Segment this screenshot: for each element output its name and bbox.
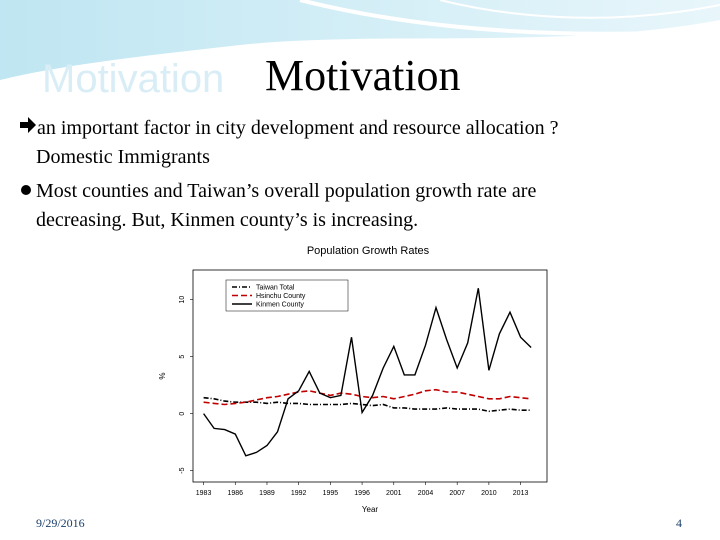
x-tick-label: 2001 — [386, 490, 402, 497]
slide-date: 9/29/2016 — [36, 516, 85, 530]
slide-title: Motivation — [265, 51, 461, 100]
bullet-line: decreasing. But, Kinmen county’s is incr… — [36, 209, 418, 231]
x-tick-label: 1983 — [196, 490, 212, 497]
x-tick-label: 1995 — [323, 490, 339, 497]
x-tick-label: 2010 — [481, 490, 497, 497]
y-tick-label: -5 — [179, 467, 186, 473]
legend-label: Hsinchu County — [256, 293, 306, 300]
x-axis-label: Year — [362, 505, 379, 514]
chart-title: Population Growth Rates — [307, 245, 430, 257]
x-tick-label: 1992 — [291, 490, 307, 497]
swoosh-line — [299, 0, 720, 36]
x-tick-label: 2007 — [449, 490, 465, 497]
slide-number: 4 — [676, 516, 682, 530]
x-tick-label: 1986 — [227, 490, 243, 497]
legend-label: Kinmen County — [256, 302, 304, 309]
bullet-line: Domestic Immigrants — [36, 146, 210, 168]
arrow-bullet — [20, 117, 36, 133]
series-line — [203, 388, 532, 406]
x-tick-label: 1996 — [354, 490, 370, 497]
y-tick-label: 10 — [179, 296, 186, 304]
y-axis-label: % — [158, 372, 167, 379]
header-swoosh — [0, 0, 720, 80]
dot-bullet — [21, 185, 31, 195]
series-line — [203, 288, 532, 457]
chart: Population Growth Rates Year % 1983 1986 1… — [158, 245, 548, 514]
x-tick-label: 1989 — [259, 490, 275, 497]
bullet-line: an important factor in city development … — [37, 117, 559, 139]
bullet-line: Most counties and Taiwan’s overall popul… — [36, 180, 536, 202]
y-tick-label: 5 — [179, 355, 186, 359]
x-tick-label: 2013 — [513, 490, 529, 497]
legend-label: Taiwan Total — [256, 285, 295, 292]
plot-frame — [192, 269, 548, 483]
title-ghost: Motivation — [42, 57, 224, 101]
swoosh-line — [439, 0, 720, 19]
y-tick-label: 0 — [179, 412, 186, 416]
x-tick-label: 2004 — [418, 490, 434, 497]
